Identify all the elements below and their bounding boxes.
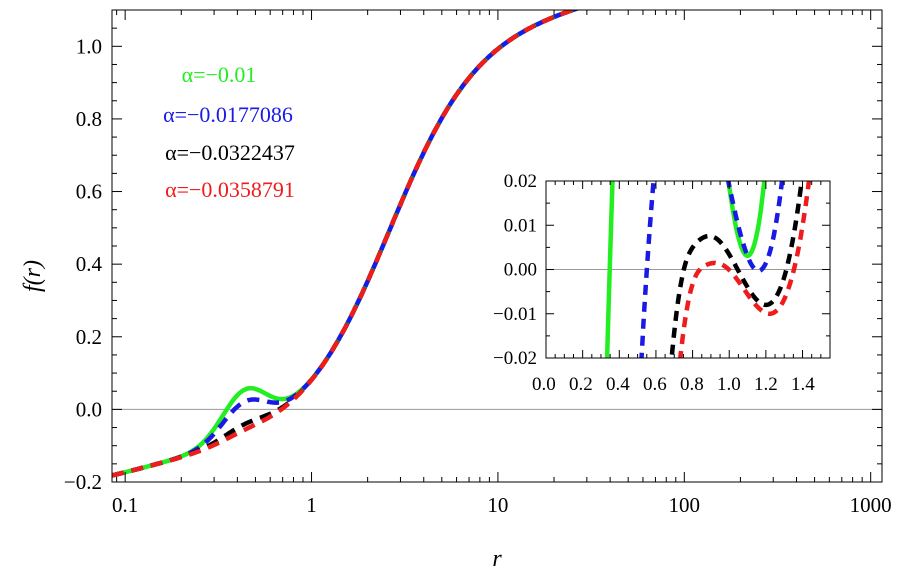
inset-x-tick-label: 1.0 <box>717 374 741 395</box>
y-tick-label: 0.2 <box>76 325 102 349</box>
inset-y-tick-label: 0.02 <box>504 171 537 192</box>
y-tick-label: 0.8 <box>76 107 102 131</box>
legend: α=−0.01 α=−0.0177086 α=−0.0322437 α=−0.0358… <box>163 62 295 202</box>
inset-x-tick-label: 0.6 <box>643 374 667 395</box>
y-axis-label: f(r) <box>20 260 46 292</box>
legend-entry-4: α=−0.0358791 <box>165 177 295 202</box>
inset-x-tick-label: 1.4 <box>791 374 815 395</box>
main-plot: 0.1 1 10 100 1000 −0.2 0.0 0.2 0.4 0.6 0.8 1.0 <box>64 9 892 517</box>
x-tick-label: 1000 <box>850 493 892 517</box>
inset-x-tick-label: 0.2 <box>569 374 593 395</box>
y-tick-label: 1.0 <box>76 34 102 58</box>
y-tick-label: 0.6 <box>76 180 102 204</box>
inset-y-tick-label: −0.01 <box>493 304 537 325</box>
inset-x-tick-label: 0.0 <box>532 374 556 395</box>
legend-entry-3: α=−0.0322437 <box>165 140 295 165</box>
x-tick-label: 100 <box>669 493 701 517</box>
x-tick-label: 1 <box>306 493 317 517</box>
series-line-2 <box>112 10 580 478</box>
inset-x-tick-label: 0.4 <box>606 374 630 395</box>
y-tick-label: 0.0 <box>76 397 102 421</box>
x-axis-label: r <box>492 546 502 572</box>
inset-x-tick-label: 0.8 <box>680 374 704 395</box>
inset-y-tick-label: 0.00 <box>504 260 537 281</box>
y-tick-label: 0.4 <box>76 252 103 276</box>
inset-x-tick-label: 1.2 <box>754 374 778 395</box>
y-tick-label: −0.2 <box>64 470 102 494</box>
inset-y-tick-label: 0.01 <box>504 215 537 236</box>
x-tick-label: 10 <box>487 493 508 517</box>
inset-y-tick-label: −0.02 <box>493 348 537 369</box>
inset-plot: 0.0 0.2 0.4 0.6 0.8 1.0 1.2 1.4 0.02 0.01 0.00 −0.0… <box>493 171 831 395</box>
x-tick-label: 0.1 <box>112 493 138 517</box>
series-line-4 <box>112 10 580 478</box>
legend-entry-2: α=−0.0177086 <box>163 102 293 127</box>
legend-entry-1: α=−0.01 <box>182 62 257 87</box>
inset-series-line-3 <box>669 181 804 358</box>
